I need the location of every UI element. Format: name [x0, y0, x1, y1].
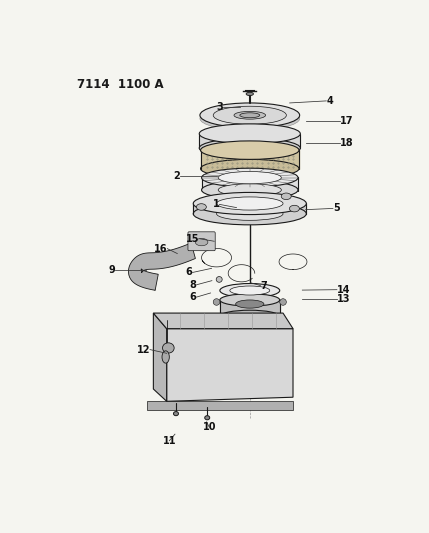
Text: 16: 16: [154, 244, 167, 254]
Text: 4: 4: [326, 96, 333, 106]
Text: 18: 18: [340, 138, 354, 148]
Ellipse shape: [220, 294, 280, 306]
Text: 15: 15: [187, 234, 200, 244]
Text: 7114  1100 A: 7114 1100 A: [77, 78, 163, 91]
Ellipse shape: [218, 172, 281, 184]
Text: 8: 8: [190, 280, 196, 290]
Ellipse shape: [236, 300, 264, 308]
Ellipse shape: [281, 193, 291, 199]
Ellipse shape: [234, 111, 266, 119]
Polygon shape: [147, 401, 293, 409]
Ellipse shape: [202, 181, 298, 199]
Ellipse shape: [195, 238, 208, 246]
Ellipse shape: [162, 351, 169, 363]
Text: 14: 14: [337, 285, 350, 295]
Ellipse shape: [201, 159, 299, 178]
Ellipse shape: [216, 277, 222, 282]
Text: 6: 6: [186, 268, 193, 278]
Ellipse shape: [220, 310, 280, 322]
Ellipse shape: [280, 298, 286, 305]
Text: 7: 7: [260, 280, 267, 290]
Text: 1: 1: [212, 199, 219, 209]
Ellipse shape: [193, 192, 306, 215]
Text: 2: 2: [173, 171, 180, 181]
Polygon shape: [154, 313, 293, 329]
Ellipse shape: [290, 205, 299, 212]
FancyBboxPatch shape: [188, 232, 215, 251]
Ellipse shape: [218, 184, 281, 196]
Ellipse shape: [205, 416, 210, 420]
Ellipse shape: [202, 168, 298, 187]
Ellipse shape: [246, 92, 254, 95]
Ellipse shape: [217, 207, 283, 220]
Ellipse shape: [200, 103, 300, 127]
Text: 17: 17: [340, 116, 354, 126]
Ellipse shape: [199, 124, 300, 143]
Ellipse shape: [217, 197, 283, 210]
Polygon shape: [166, 329, 293, 401]
Ellipse shape: [213, 106, 287, 124]
Text: 3: 3: [217, 102, 223, 112]
Text: 5: 5: [333, 204, 340, 213]
Polygon shape: [128, 243, 195, 290]
Ellipse shape: [200, 107, 300, 131]
Text: 12: 12: [136, 345, 150, 354]
Ellipse shape: [213, 298, 220, 305]
Ellipse shape: [173, 411, 178, 416]
Text: 11: 11: [163, 435, 176, 446]
Polygon shape: [154, 313, 166, 401]
Text: 6: 6: [190, 292, 196, 302]
Ellipse shape: [199, 138, 300, 158]
Text: 13: 13: [337, 294, 350, 304]
Ellipse shape: [196, 204, 206, 210]
Ellipse shape: [201, 141, 299, 159]
Ellipse shape: [193, 203, 306, 225]
Text: 9: 9: [109, 265, 115, 275]
Ellipse shape: [240, 113, 260, 118]
Text: 10: 10: [202, 422, 216, 432]
Ellipse shape: [163, 343, 174, 353]
Ellipse shape: [220, 284, 280, 297]
Ellipse shape: [230, 286, 270, 295]
